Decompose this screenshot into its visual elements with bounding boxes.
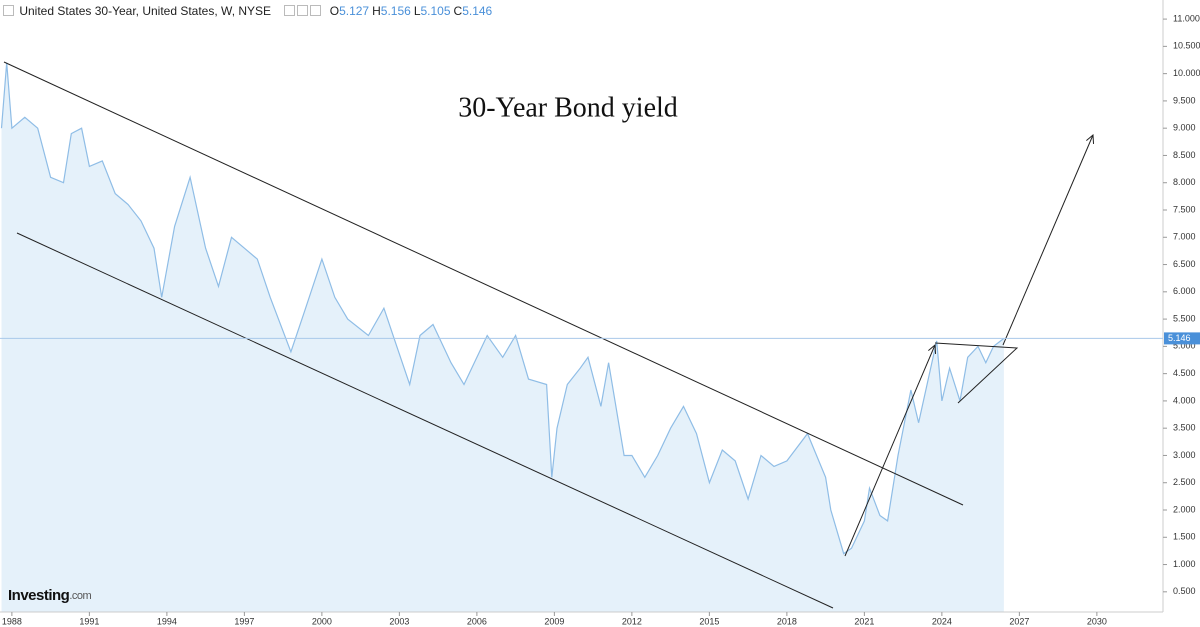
- ohlc-value: 5.127: [339, 4, 370, 18]
- y-tick-label: 7.000: [1173, 232, 1196, 242]
- upper-channel-line: [3, 61, 964, 506]
- y-tick-label: 5.000: [1173, 341, 1196, 351]
- y-tick-label: 10.500: [1173, 41, 1200, 51]
- projection-arrow: [1002, 135, 1093, 346]
- y-tick-label: 6.500: [1173, 259, 1196, 269]
- x-tick-label: 2009: [544, 616, 564, 626]
- x-tick-label: 1988: [2, 616, 22, 626]
- ohlc-key: H: [372, 4, 381, 18]
- watermark: Investing.com: [8, 587, 92, 604]
- ohlc-key: O: [329, 4, 340, 18]
- ohlc-value: 5.105: [420, 4, 451, 18]
- y-tick-label: 6.000: [1173, 286, 1196, 296]
- last-price-badge: [1164, 332, 1200, 345]
- y-tick-label: 9.000: [1173, 123, 1196, 133]
- y-tick-label: 2.000: [1173, 504, 1196, 514]
- y-tick-label: 1.500: [1173, 532, 1196, 542]
- x-tick-label: 2030: [1087, 616, 1107, 626]
- x-tick-label: 2000: [312, 616, 332, 626]
- ohlc-value: 5.146: [462, 4, 493, 18]
- y-tick-label: 4.000: [1173, 395, 1196, 405]
- y-tick-label: 5.500: [1173, 313, 1196, 323]
- x-tick-label: 2021: [854, 616, 874, 626]
- area-fill: [1, 62, 1004, 612]
- ohlc-key: L: [413, 4, 421, 18]
- watermark-brand: Investing: [8, 587, 70, 604]
- collapse-icon[interactable]: [3, 5, 14, 16]
- x-tick-label: 2003: [389, 616, 409, 626]
- y-tick-label: 8.000: [1173, 177, 1196, 187]
- x-tick-label: 1997: [234, 616, 254, 626]
- y-tick-label: 7.500: [1173, 204, 1196, 214]
- y-tick-label: 8.500: [1173, 150, 1196, 160]
- x-tick-label: 1994: [157, 616, 177, 626]
- settings-icon[interactable]: [284, 5, 296, 16]
- lower-channel-line: [16, 232, 834, 609]
- y-tick-label: 4.500: [1173, 368, 1196, 378]
- y-tick-label: 3.500: [1173, 423, 1196, 433]
- ohlc-value: 5.156: [380, 4, 411, 18]
- y-tick-label: 2.500: [1173, 477, 1196, 487]
- symbol-header: United States 30-Year, United States, W,…: [3, 4, 492, 18]
- x-tick-label: 2015: [699, 616, 719, 626]
- watermark-suffix: .com: [69, 590, 91, 602]
- y-tick-label: 10.000: [1173, 68, 1200, 78]
- close-icon[interactable]: [310, 5, 322, 16]
- last-price-label: 5.146: [1168, 333, 1191, 343]
- yield-line: [0, 62, 1005, 555]
- trend-annotations: [3, 61, 1093, 609]
- y-tick-label: 3.000: [1173, 450, 1196, 460]
- x-tick-label: 2018: [777, 616, 797, 626]
- symbol-description: United States 30-Year, United States, W,…: [19, 4, 272, 18]
- visibility-icon[interactable]: [297, 5, 309, 16]
- x-tick-label: 2006: [467, 616, 487, 626]
- ohlc-key: C: [453, 4, 463, 18]
- ohlc-values: O5.127 H5.156 L5.105 C5.146: [327, 4, 493, 18]
- x-tick-label: 2012: [622, 616, 642, 626]
- triangle-pattern: [934, 342, 1019, 404]
- rally-arrow: [844, 345, 935, 557]
- x-tick-label: 1991: [79, 616, 99, 626]
- y-tick-label: 11.000: [1173, 13, 1200, 23]
- y-tick-label: 0.500: [1173, 586, 1196, 596]
- x-tick-label: 2024: [932, 616, 952, 626]
- x-tick-label: 2027: [1009, 616, 1029, 626]
- y-tick-label: 9.500: [1173, 95, 1196, 105]
- chart-title: 30-Year Bond yield: [458, 92, 678, 123]
- y-tick-label: 1.000: [1173, 559, 1196, 569]
